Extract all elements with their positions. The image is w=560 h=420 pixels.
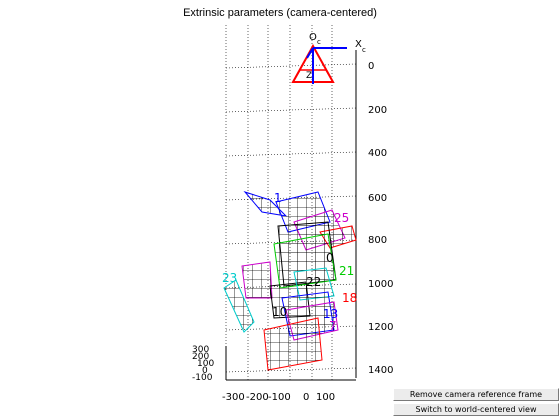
axis-lines xyxy=(225,50,357,381)
camera-x-sub: c xyxy=(362,46,366,54)
z-tick-label: 300 xyxy=(192,345,209,355)
z-tick-label: -100 xyxy=(192,373,213,383)
camera-origin-sub: c xyxy=(317,38,321,46)
y-tick-label: 1400 xyxy=(368,365,393,376)
board-label: 18 xyxy=(342,291,357,305)
camera-frame: O c X c Z xyxy=(291,32,366,84)
camera-origin-label: O xyxy=(309,32,317,43)
board-label: 13 xyxy=(323,307,338,321)
z-tick-label: 200 xyxy=(192,352,209,362)
board-label: 1 xyxy=(274,191,282,205)
y-tick-label: 0 xyxy=(368,61,374,72)
board-label: 10 xyxy=(272,305,287,319)
board-red-lower xyxy=(263,317,323,371)
board-magenta-left xyxy=(241,261,273,299)
board-label: 22 xyxy=(306,275,321,289)
z-tick-label: 100 xyxy=(197,359,214,369)
y-tick-label: 1000 xyxy=(368,279,393,290)
y-tick-label: 200 xyxy=(368,105,387,116)
calibration-boards xyxy=(223,190,357,371)
switch-world-view-button[interactable]: Switch to world-centered view xyxy=(393,403,559,416)
board-label: 7 xyxy=(329,319,337,333)
x-tick-label: -300 xyxy=(222,392,245,403)
x-tick-label: -100 xyxy=(268,392,291,403)
remove-camera-reference-button[interactable]: Remove camera reference frame xyxy=(393,388,559,401)
y-tick-label: 600 xyxy=(368,193,387,204)
figure-title: Extrinsic parameters (camera-centered) xyxy=(183,7,377,19)
board-label: 21 xyxy=(339,264,354,278)
x-tick-label: 0 xyxy=(303,392,309,403)
x-tick-label: -200 xyxy=(246,392,269,403)
x-tick-label: 100 xyxy=(316,392,335,403)
board-label: 23 xyxy=(222,271,237,285)
z-tick-label: 0 xyxy=(202,366,208,376)
board-label: 25 xyxy=(334,211,349,225)
camera-z-label: Z xyxy=(306,71,312,81)
board-label: 0 xyxy=(326,251,334,265)
board-cyan-mid xyxy=(293,267,335,301)
y-tick-label: 800 xyxy=(368,235,387,246)
y-tick-label: 1200 xyxy=(368,322,393,333)
y-tick-label: 400 xyxy=(368,148,387,159)
camera-x-label: X xyxy=(355,39,362,50)
board-23 xyxy=(223,279,255,333)
